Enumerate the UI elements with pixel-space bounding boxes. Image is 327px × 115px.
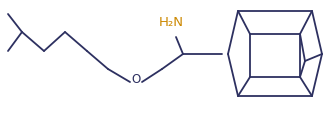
Text: O: O: [131, 73, 141, 86]
Text: H₂N: H₂N: [159, 15, 183, 28]
